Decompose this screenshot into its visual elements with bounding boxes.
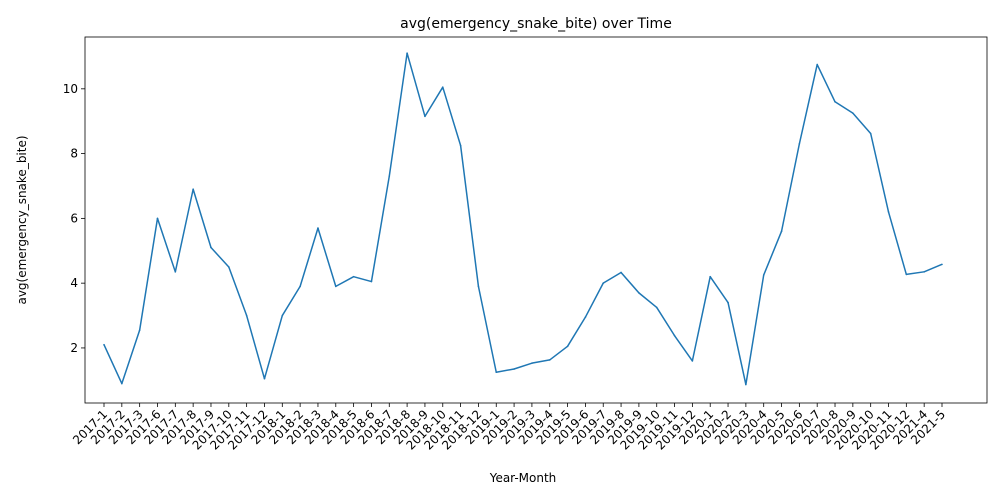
data-point [852, 112, 854, 114]
data-point [887, 211, 890, 213]
series-line [103, 52, 943, 386]
plot-background [85, 37, 987, 403]
data-point [406, 52, 408, 54]
data-point [941, 263, 943, 266]
y-axis-title: avg(emergency_snake_bite) [15, 135, 29, 304]
data-point [477, 285, 480, 288]
data-point [121, 382, 123, 385]
data-point [602, 282, 605, 284]
data-point [210, 246, 212, 249]
data-point [352, 275, 355, 278]
x-axis: 2017-12017-22017-32017-62017-72017-82017… [70, 403, 948, 453]
y-tick-label: 8 [70, 147, 78, 161]
data-point [370, 280, 373, 283]
data-point [317, 227, 319, 229]
data-point [709, 275, 712, 278]
data-point [798, 143, 801, 145]
data-point [620, 271, 622, 274]
data-point [584, 316, 587, 318]
y-tick-label: 2 [70, 341, 78, 355]
data-point [156, 217, 159, 220]
data-point [174, 271, 177, 273]
data-point [566, 345, 569, 348]
data-point [245, 314, 248, 317]
data-point [388, 175, 391, 178]
y-tick-label: 10 [63, 82, 78, 96]
data-point [780, 230, 783, 233]
x-axis-title: Year-Month [489, 471, 557, 485]
data-point [923, 271, 925, 273]
data-point [441, 86, 444, 89]
data-point [192, 188, 194, 191]
data-point [834, 100, 836, 103]
data-point [459, 144, 462, 147]
data-point [424, 115, 426, 118]
data-point [513, 368, 515, 370]
data-point [548, 359, 551, 361]
data-point [655, 306, 658, 309]
data-point [138, 329, 141, 331]
data-point [869, 132, 872, 135]
data-point [263, 377, 266, 380]
data-point [299, 285, 301, 288]
data-point [638, 292, 640, 294]
y-tick-label: 6 [70, 211, 78, 225]
data-point [334, 285, 337, 288]
y-tick-label: 4 [70, 276, 78, 290]
data-point [762, 274, 765, 276]
data-point [228, 266, 230, 268]
data-point [745, 383, 747, 386]
data-point [281, 314, 284, 317]
data-point [905, 273, 908, 276]
plot-frame [84, 36, 988, 404]
y-axis: 2 4 6 8 10 [63, 82, 85, 355]
chart-title: avg(emergency_snake_bite) over Time [400, 16, 672, 32]
data-point [495, 371, 498, 374]
data-point [691, 360, 694, 362]
data-point [531, 362, 533, 364]
data-point [673, 334, 676, 337]
data-point [816, 63, 818, 66]
data-point [727, 301, 729, 304]
data-point [103, 343, 105, 346]
